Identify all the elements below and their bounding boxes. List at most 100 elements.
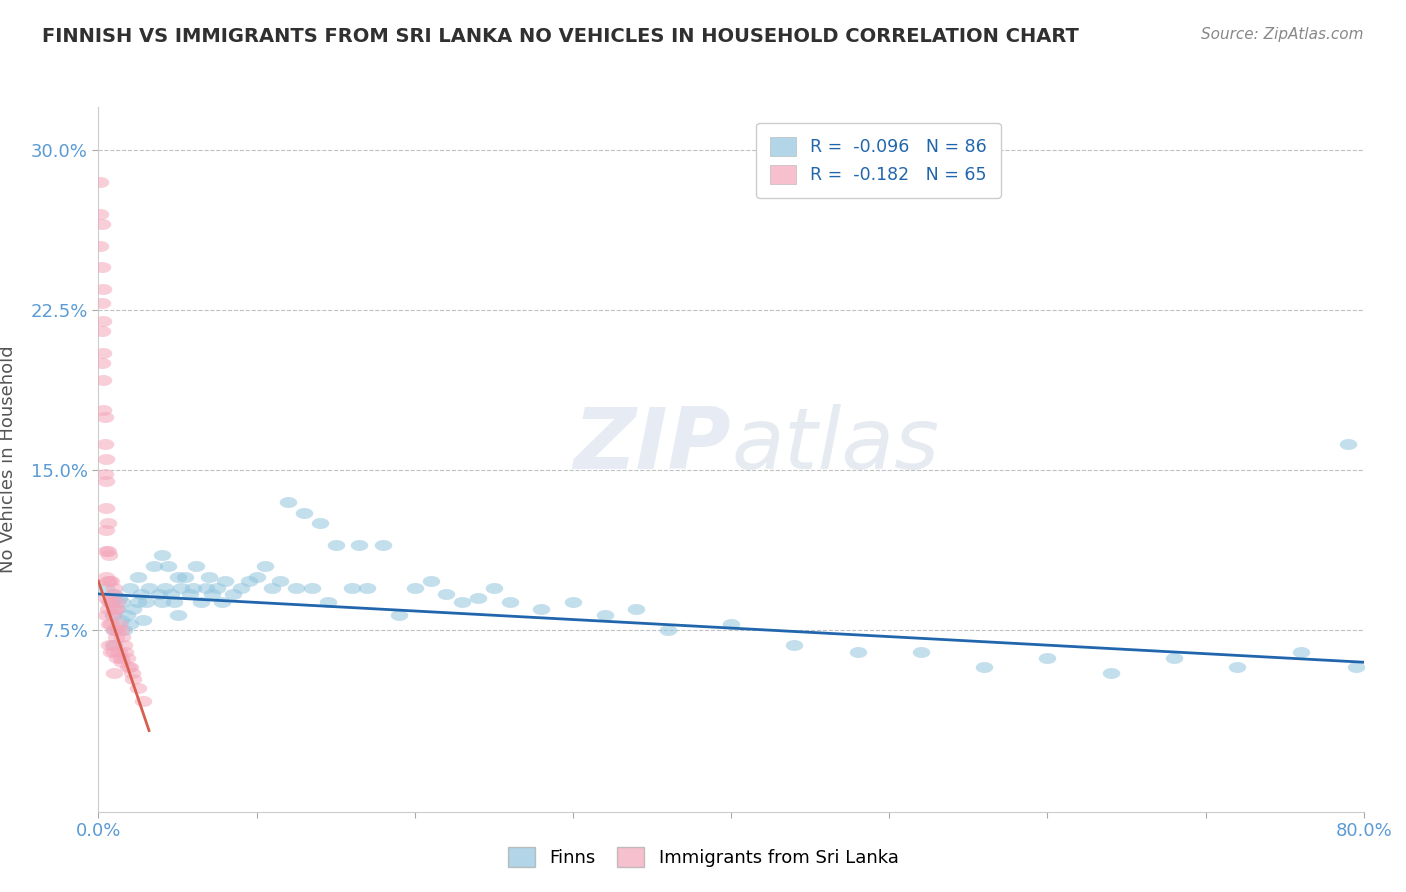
Point (90, 356, 112, 370)
Point (112, 624, 135, 638)
Point (132, 613, 155, 627)
Point (229, 581, 252, 595)
Point (166, 570, 188, 584)
Point (89, 175, 111, 189)
Point (97, 602, 120, 616)
Point (103, 638, 125, 652)
Point (285, 581, 308, 595)
Point (91, 345, 114, 359)
Point (120, 616, 141, 631)
Point (108, 616, 131, 631)
Point (138, 581, 160, 595)
Point (160, 587, 183, 601)
Point (98, 574, 121, 588)
Point (96, 544, 118, 558)
Point (108, 591, 131, 606)
Point (127, 681, 149, 695)
Point (100, 644, 122, 658)
Point (388, 608, 411, 623)
Point (404, 581, 426, 595)
Point (498, 595, 520, 609)
Point (129, 587, 152, 601)
Point (451, 595, 474, 609)
Point (1226, 659, 1249, 673)
Point (179, 587, 201, 601)
Point (103, 665, 125, 680)
Point (325, 538, 347, 552)
Point (211, 595, 233, 609)
Point (253, 559, 276, 574)
Point (97, 544, 120, 558)
Point (98, 638, 121, 652)
Point (96, 501, 118, 516)
Point (1344, 659, 1367, 673)
Point (91, 373, 114, 387)
Text: Source: ZipAtlas.com: Source: ZipAtlas.com (1201, 27, 1364, 42)
Point (98, 616, 121, 631)
Point (114, 644, 136, 658)
Point (107, 624, 129, 638)
Point (150, 595, 173, 609)
Point (103, 624, 125, 638)
Point (89, 207, 111, 221)
Point (91, 281, 114, 295)
Point (148, 587, 170, 601)
Y-axis label: No Vehicles in Household: No Vehicles in Household (0, 345, 17, 574)
Point (103, 581, 125, 595)
Point (198, 570, 221, 584)
Point (90, 260, 112, 275)
Point (110, 624, 132, 638)
Point (657, 624, 679, 638)
Point (190, 595, 212, 609)
Point (93, 467, 117, 482)
Point (96, 452, 118, 467)
Point (122, 673, 145, 687)
Point (174, 570, 197, 584)
Point (101, 587, 124, 601)
Point (97, 516, 120, 531)
Point (467, 591, 489, 606)
Point (121, 665, 143, 680)
Point (201, 587, 224, 601)
Point (846, 644, 869, 658)
Point (1337, 437, 1360, 451)
Point (107, 602, 129, 616)
Point (91, 313, 114, 327)
Point (90, 324, 112, 338)
Point (157, 559, 180, 574)
Point (97, 574, 120, 588)
Point (419, 574, 441, 588)
Point (100, 595, 122, 609)
Point (100, 574, 122, 588)
Point (309, 516, 332, 531)
Point (111, 655, 134, 669)
Point (122, 602, 145, 616)
Point (111, 595, 134, 609)
Point (316, 595, 339, 609)
Point (624, 602, 647, 616)
Point (214, 574, 236, 588)
Point (91, 403, 114, 417)
Point (205, 581, 228, 595)
Point (1289, 644, 1312, 658)
Point (103, 624, 125, 638)
Point (104, 630, 127, 644)
Point (561, 595, 585, 609)
Point (246, 570, 269, 584)
Point (96, 581, 118, 595)
Point (96, 591, 118, 606)
Point (101, 608, 124, 623)
Point (103, 587, 125, 601)
Point (96, 523, 118, 537)
Point (349, 538, 371, 552)
Point (120, 581, 141, 595)
Point (720, 616, 742, 631)
Legend: R =  -0.096   N = 86, R =  -0.182   N = 65: R = -0.096 N = 86, R = -0.182 N = 65 (756, 123, 1001, 198)
Point (262, 581, 284, 595)
Point (340, 581, 363, 595)
Point (100, 595, 122, 609)
Point (107, 595, 129, 609)
Point (111, 630, 134, 644)
Point (127, 595, 149, 609)
Legend: Finns, Immigrants from Sri Lanka: Finns, Immigrants from Sri Lanka (501, 839, 905, 874)
